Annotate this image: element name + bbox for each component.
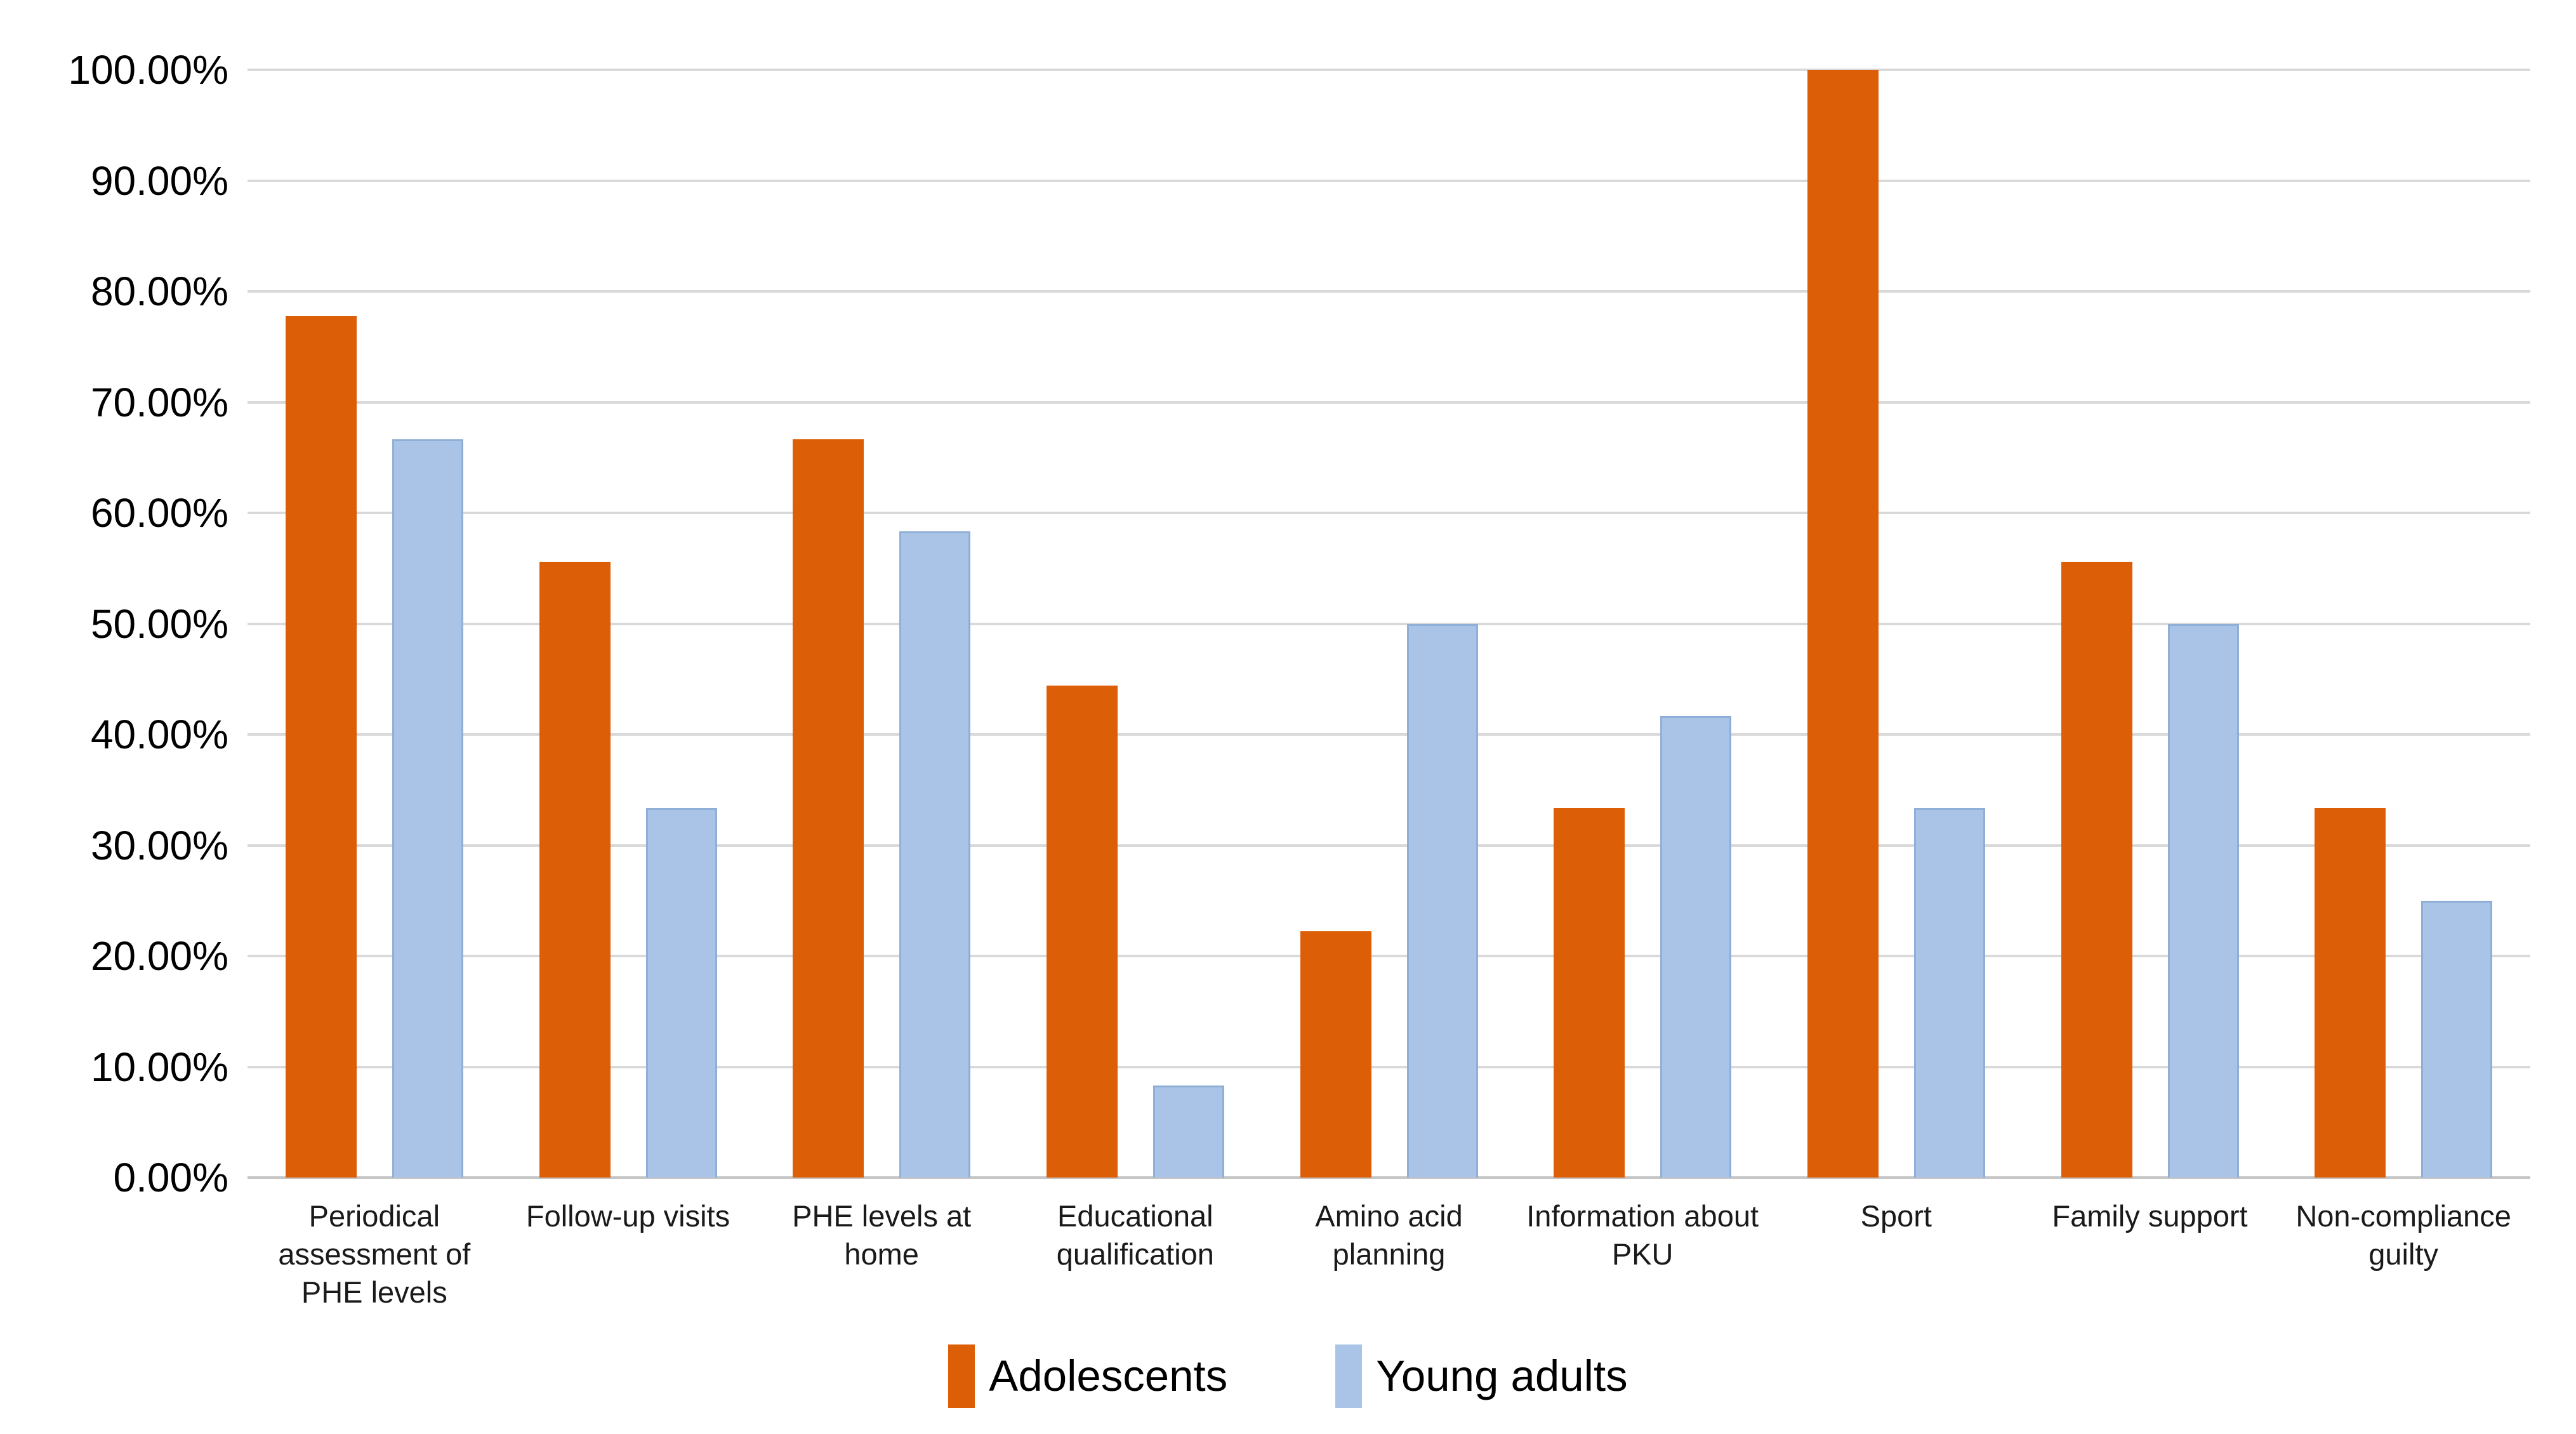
bar-young-adults-7 bbox=[1913, 808, 1985, 1178]
gridline-50 bbox=[248, 622, 2530, 625]
bar-adolescents-4 bbox=[1046, 685, 1118, 1178]
gridline-10 bbox=[248, 1065, 2530, 1068]
bar-young-adults-1 bbox=[392, 439, 463, 1178]
category-label-2: Follow-up visits bbox=[525, 1199, 730, 1233]
category-label-1: Periodical assessment of PHE levels bbox=[278, 1199, 471, 1310]
y-tick-label-60: 60.00% bbox=[90, 490, 228, 536]
category-label-6: Information about PKU bbox=[1526, 1199, 1759, 1271]
bar-young-adults-6 bbox=[1660, 715, 1732, 1178]
gridline-70 bbox=[248, 401, 2530, 404]
plot-area bbox=[248, 69, 2530, 1179]
legend-item-young-adults: Young adults bbox=[1335, 1344, 1628, 1408]
category-label-5: Amino acid planning bbox=[1315, 1199, 1463, 1271]
bar-adolescents-9 bbox=[2315, 808, 2386, 1178]
bar-young-adults-5 bbox=[1406, 623, 1478, 1178]
y-tick-label-80: 80.00% bbox=[90, 269, 228, 314]
gridline-30 bbox=[248, 844, 2530, 847]
y-tick-label-20: 20.00% bbox=[90, 933, 228, 979]
y-tick-label-70: 70.00% bbox=[90, 379, 228, 425]
gridline-80 bbox=[248, 290, 2530, 293]
gridline-20 bbox=[248, 955, 2530, 957]
legend-item-adolescents: Adolescents bbox=[948, 1344, 1227, 1408]
category-label-4: Educational qualification bbox=[1056, 1199, 1214, 1271]
bar-young-adults-4 bbox=[1153, 1085, 1224, 1178]
y-tick-label-10: 10.00% bbox=[90, 1044, 228, 1090]
bar-adolescents-3 bbox=[793, 439, 864, 1178]
y-tick-label-30: 30.00% bbox=[90, 822, 228, 868]
category-label-8: Family support bbox=[2052, 1199, 2248, 1233]
bar-adolescents-1 bbox=[285, 315, 357, 1178]
y-tick-label-0: 0.00% bbox=[113, 1155, 228, 1200]
gridline-100 bbox=[248, 69, 2530, 71]
bar-young-adults-3 bbox=[899, 531, 971, 1178]
young-adults-swatch-icon bbox=[1335, 1344, 1363, 1408]
legend-label-young-adults: Young adults bbox=[1376, 1351, 1628, 1400]
legend: Adolescents Young adults bbox=[0, 1338, 2576, 1414]
y-tick-label-100: 100.00% bbox=[68, 47, 228, 93]
x-axis-baseline bbox=[248, 1176, 2530, 1179]
bar-young-adults-2 bbox=[645, 808, 717, 1178]
y-tick-label-40: 40.00% bbox=[90, 712, 228, 757]
gridline-60 bbox=[248, 512, 2530, 514]
category-label-9: Non-compliance guilty bbox=[2295, 1199, 2511, 1271]
y-axis: 0.00% 10.00% 20.00% 30.00% 40.00% 50.00% 60.00… bbox=[0, 50, 228, 1198]
bar-adolescents-8 bbox=[2061, 562, 2132, 1178]
x-axis: Periodical assessment of PHE levels Follo… bbox=[248, 1197, 2530, 1343]
bar-adolescents-2 bbox=[539, 562, 611, 1178]
category-label-7: Sport bbox=[1860, 1199, 1932, 1233]
adolescents-swatch-icon bbox=[948, 1344, 975, 1408]
bar-young-adults-9 bbox=[2421, 900, 2493, 1178]
bar-young-adults-8 bbox=[2167, 623, 2239, 1178]
gridline-90 bbox=[248, 179, 2530, 182]
gridline-40 bbox=[248, 733, 2530, 736]
bar-adolescents-7 bbox=[1807, 70, 1879, 1178]
bar-adolescents-6 bbox=[1554, 808, 1625, 1178]
y-tick-label-90: 90.00% bbox=[90, 157, 228, 204]
legend-label-adolescents: Adolescents bbox=[989, 1351, 1228, 1400]
category-label-3: PHE levels at home bbox=[792, 1199, 972, 1271]
bar-adolescents-5 bbox=[1300, 931, 1371, 1178]
y-tick-label-50: 50.00% bbox=[90, 601, 228, 647]
